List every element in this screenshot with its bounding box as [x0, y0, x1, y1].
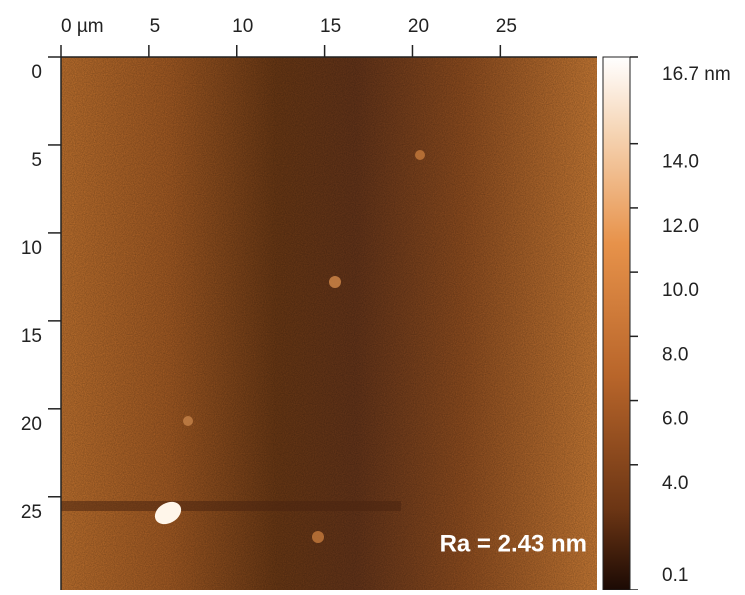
y-tick-label: 20 [21, 414, 42, 435]
x-tick-label: 15 [320, 16, 341, 37]
colorbar-label: 16.7 nm [662, 64, 731, 85]
y-tick-label: 0 [31, 62, 42, 83]
x-tick-label: 25 [496, 16, 517, 37]
y-tick-label: 10 [21, 238, 42, 259]
colorbar-label: 8.0 [662, 344, 688, 365]
colorbar-label: 4.0 [662, 473, 688, 494]
colorbar-label: 12.0 [662, 216, 699, 237]
colorbar-label: 6.0 [662, 409, 688, 430]
colorbar-label: 14.0 [662, 152, 699, 173]
y-tick-label: 5 [31, 150, 42, 171]
x-tick-label: 10 [232, 16, 253, 37]
y-tick-label: 15 [21, 326, 42, 347]
y-tick-label: 25 [21, 502, 42, 523]
afm-image: Ra = 2.43 nm [61, 57, 597, 590]
annotation: Ra = 2.43 nm [440, 530, 587, 557]
x-tick-label: 5 [150, 16, 161, 37]
colorbar-label: 10.0 [662, 280, 699, 301]
x-tick-label: 0 µm [61, 16, 104, 37]
x-tick-label: 20 [408, 16, 429, 37]
colorbar-label: 0.1 [662, 565, 688, 586]
colorbar [602, 56, 631, 591]
